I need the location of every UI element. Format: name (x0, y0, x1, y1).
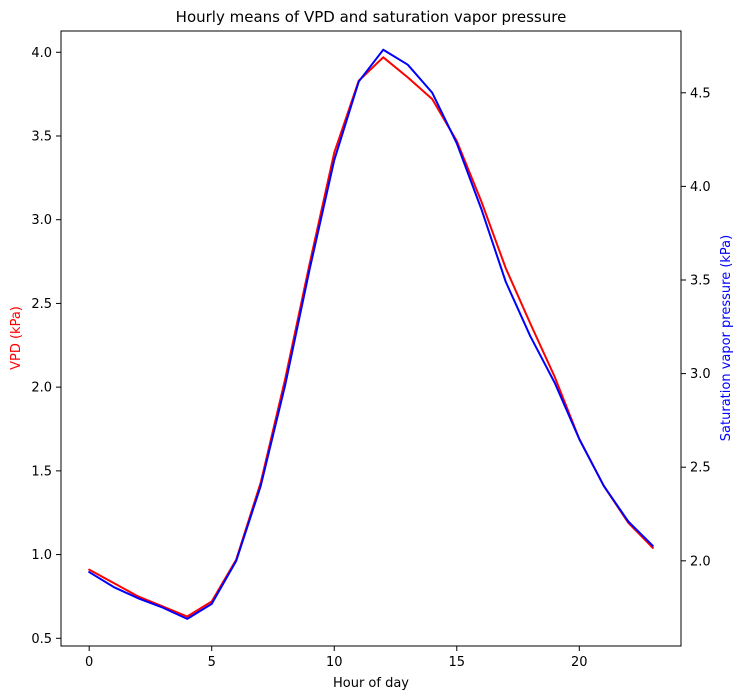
left-y-tick-label: 4.0 (31, 46, 52, 61)
x-tick-label: 0 (85, 655, 93, 670)
right-y-tick-label: 2.0 (690, 554, 711, 569)
left-y-tick-label: 1.5 (31, 464, 52, 479)
right-y-tick-label: 4.5 (690, 86, 711, 101)
saturation-vapor-pressure-series-line (88, 48, 654, 620)
right-y-axis-ticks: 2.0 2.5 3.0 3.5 4.0 4.5 (681, 86, 711, 569)
plot-area (60, 30, 682, 647)
left-y-axis-label: VPD (kPa) (9, 306, 24, 370)
left-y-tick-label: 2.5 (31, 297, 52, 312)
left-y-tick-label: 0.5 (31, 632, 52, 647)
right-y-tick-label: 4.0 (690, 180, 711, 195)
left-y-tick-label: 3.0 (31, 213, 52, 228)
series-layer (88, 48, 654, 620)
right-y-tick-label: 3.5 (690, 273, 711, 288)
x-tick-label: 10 (326, 655, 343, 670)
left-y-tick-label: 3.5 (31, 129, 52, 144)
x-axis-label: Hour of day (333, 676, 409, 691)
vpd-series-line (88, 56, 654, 618)
left-y-axis-ticks: 0.5 1.0 1.5 2.0 2.5 3.0 3.5 4.0 (31, 46, 61, 647)
x-tick-label: 15 (448, 655, 465, 670)
left-y-tick-label: 2.0 (31, 381, 52, 396)
right-y-tick-label: 3.0 (690, 367, 711, 382)
right-y-tick-label: 2.5 (690, 461, 711, 476)
right-y-axis-label: Saturation vapor pressure (kPa) (719, 235, 734, 441)
x-axis-ticks: 0 5 10 15 20 (85, 646, 588, 670)
chart-title: Hourly means of VPD and saturation vapor… (176, 8, 567, 26)
x-tick-label: 20 (571, 655, 588, 670)
left-y-tick-label: 1.0 (31, 548, 52, 563)
x-tick-label: 5 (208, 655, 216, 670)
axes-frame (60, 30, 682, 647)
